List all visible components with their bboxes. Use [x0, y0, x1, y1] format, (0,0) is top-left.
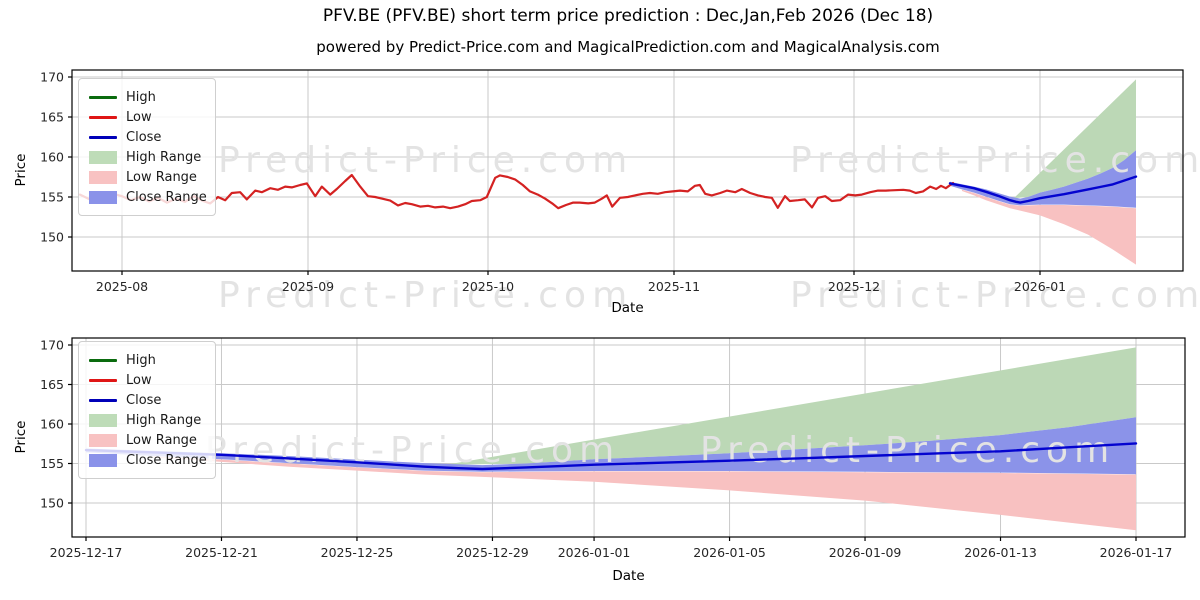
- y-tick-label: 155: [40, 190, 64, 205]
- legend-bottom-chart: High Low Close High Range Low Range Close Ran…: [78, 341, 216, 479]
- legend-label: High: [126, 89, 156, 105]
- high-range-band: [441, 347, 1137, 466]
- y-tick-label: 170: [40, 338, 64, 353]
- x-tick-label: 2025-09: [282, 279, 334, 294]
- close-range-band: [950, 150, 1136, 208]
- y-tick-label: 155: [40, 456, 64, 471]
- y-tick-label: 170: [40, 70, 64, 85]
- legend-label: Low: [126, 372, 152, 388]
- legend-line-swatch: [89, 95, 117, 99]
- legend-label: Close Range: [126, 452, 207, 468]
- legend-fill-swatch: [89, 413, 117, 427]
- x-tick-label: 2025-12-25: [321, 545, 394, 560]
- y-axis-label-price: Price: [13, 154, 29, 187]
- legend-row-close: Close: [89, 127, 205, 147]
- legend-label: Low Range: [126, 169, 197, 185]
- legend-fill-swatch: [89, 190, 117, 204]
- close-prediction-line: [948, 175, 1138, 204]
- legend-line-swatch: [89, 358, 117, 362]
- y-tick-label: 150: [40, 230, 64, 245]
- legend-line-swatch: [89, 378, 117, 382]
- y-tick-label: 165: [40, 377, 64, 392]
- x-tick-label: 2026-01-05: [693, 545, 766, 560]
- x-axis-label-date: Date: [611, 300, 643, 316]
- legend-row-low-range: Low Range: [89, 167, 205, 187]
- legend-line-swatch: [89, 398, 117, 402]
- x-tick-label: 2025-12-17: [50, 545, 123, 560]
- y-tick-label: 160: [40, 417, 64, 432]
- low-range-band: [962, 189, 1136, 265]
- watermark-text: Predict-Price.com: [790, 275, 1200, 316]
- legend-label: High: [126, 352, 156, 368]
- legend-row-high: High: [89, 350, 205, 370]
- legend-label: Close Range: [126, 189, 207, 205]
- x-tick-label: 2025-12-21: [185, 545, 258, 560]
- legend-row-high-range: High Range: [89, 147, 205, 167]
- legend-fill-swatch: [89, 433, 117, 447]
- x-tick-label: 2025-11: [648, 279, 700, 294]
- x-tick-label: 2025-12: [828, 279, 880, 294]
- plot-border: [71, 69, 1184, 272]
- watermark-text: Predict-Price.com: [205, 430, 620, 471]
- legend-row-low-range: Low Range: [89, 430, 205, 450]
- y-tick-label: 165: [40, 110, 64, 125]
- x-tick-label: 2026-01-09: [829, 545, 902, 560]
- legend-row-low: Low: [89, 370, 205, 390]
- legend-fill-swatch: [89, 170, 117, 184]
- x-tick-label: 2025-12-29: [456, 545, 529, 560]
- legend-row-close-range: Close Range: [89, 450, 207, 470]
- y-tick-label: 160: [40, 150, 64, 165]
- legend-row-close-range: Close Range: [89, 187, 207, 207]
- legend-fill-swatch: [89, 150, 117, 164]
- legend-row-high-range: High Range: [89, 410, 205, 430]
- chart-title: PFV.BE (PFV.BE) short term price predict…: [322, 6, 934, 26]
- legend-fill-swatch: [89, 453, 117, 467]
- plot-border: [71, 337, 1186, 538]
- x-tick-label: 2026-01-01: [558, 545, 631, 560]
- legend-label: High Range: [126, 412, 202, 428]
- legend-row-close: Close: [89, 390, 205, 410]
- x-tick-label: 2026-01-13: [964, 545, 1037, 560]
- legend-row-high: High: [89, 87, 205, 107]
- x-tick-label: 2026-01-17: [1100, 545, 1173, 560]
- y-axis-label-price: Price: [13, 421, 29, 454]
- x-tick-label: 2026-01: [1014, 279, 1066, 294]
- legend-top-chart: High Low Close High Range Low Range Close Ran…: [78, 78, 216, 216]
- legend-label: Close: [126, 129, 162, 145]
- close-prediction-line: [84, 442, 1138, 471]
- x-tick-label: 2025-10: [462, 279, 514, 294]
- close-range-band: [86, 417, 1136, 475]
- watermark-text: Predict-Price.com: [218, 275, 633, 316]
- legend-label: High Range: [126, 149, 202, 165]
- low-price-line: [78, 173, 955, 210]
- legend-row-low: Low: [89, 107, 205, 127]
- legend-label: Low: [126, 109, 152, 125]
- x-tick-label: 2025-08: [96, 279, 148, 294]
- watermark-text: Predict-Price.com: [700, 430, 1115, 471]
- legend-line-swatch: [89, 115, 117, 119]
- legend-line-swatch: [89, 135, 117, 139]
- x-axis-label-date: Date: [612, 568, 644, 584]
- y-tick-label: 150: [40, 496, 64, 511]
- legend-label: Close: [126, 392, 162, 408]
- watermark-text: Predict-Price.com: [790, 140, 1200, 181]
- watermark-text: Predict-Price.com: [218, 140, 633, 181]
- legend-label: Low Range: [126, 432, 197, 448]
- high-range-band: [1013, 79, 1136, 199]
- chart-subtitle: powered by Predict-Price.com and Magical…: [316, 38, 940, 56]
- low-range-band: [153, 456, 1136, 531]
